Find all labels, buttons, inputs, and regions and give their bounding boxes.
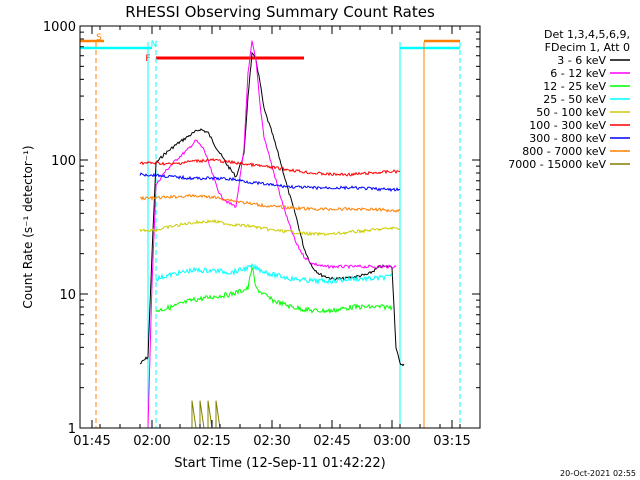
series-line-100-300-kev [139,158,401,177]
x-tick-label-03-15: 03:15 [433,434,470,449]
x-axis-label: Start Time (12-Sep-11 01:42:22) [174,456,385,471]
legend-label-300-800-kev: 300 - 800 keV [529,132,606,145]
y-tick-label-10: 10 [59,288,76,303]
legend-header-0: Det 1,3,4,5,6,9, [544,28,630,41]
x-tick-label-02-30: 02:30 [253,434,290,449]
x-tick-label-02-45: 02:45 [313,434,350,449]
flag-n-label: N [151,40,158,50]
series-line-300-800-kev [139,172,401,192]
y-tick-label-100: 100 [51,154,76,169]
x-axis: 01:45 02:00 02:15 02:30 02:45 03:00 03:15 [73,26,481,449]
legend-label-7000-15000-kev: 7000 - 15000 keV [508,158,606,171]
flag-bars: SNF [80,33,460,64]
legend-label-25-50-kev: 25 - 50 keV [543,93,606,106]
timestamp: 20-Oct-2021 02:55 [560,469,636,478]
flag-s-label: S [96,33,102,43]
legend: Det 1,3,4,5,6,9,FDecim 1, Att 03 - 6 keV… [508,28,630,171]
series-line-800-7000-kev [140,193,401,213]
chart-title: RHESSI Observing Summary Count Rates [125,3,435,21]
series-line-12-25-kev [155,265,393,314]
y-axis-label: Count Rate (s⁻¹ detector⁻¹) [21,145,35,308]
x-tick-label-01-45: 01:45 [73,434,110,449]
legend-label-3-6-kev: 3 - 6 keV [557,54,606,67]
legend-label-50-100-kev: 50 - 100 keV [536,106,606,119]
legend-label-12-25-kev: 12 - 25 keV [543,80,606,93]
x-tick-label-03-00: 03:00 [373,434,410,449]
x-tick-label-02-00: 02:00 [133,434,170,449]
y-tick-label-1: 1 [68,422,76,437]
legend-header-1: FDecim 1, Att 0 [545,41,630,54]
legend-label-800-7000-kev: 800 - 7000 keV [522,145,606,158]
series-line-3-6-kev [139,51,405,367]
series-line-50-100-kev [139,218,401,237]
legend-label-6-12-kev: 6 - 12 keV [550,67,606,80]
y-axis: 1 10 100 1000 [43,20,480,437]
series-line-6-12-kev [147,40,397,428]
y-tick-label-1000: 1000 [43,20,76,35]
x-tick-label-02-15: 02:15 [193,434,230,449]
series-lines [139,40,405,429]
legend-label-100-300-kev: 100 - 300 keV [529,119,606,132]
series-line-25-50-kev [155,262,393,286]
